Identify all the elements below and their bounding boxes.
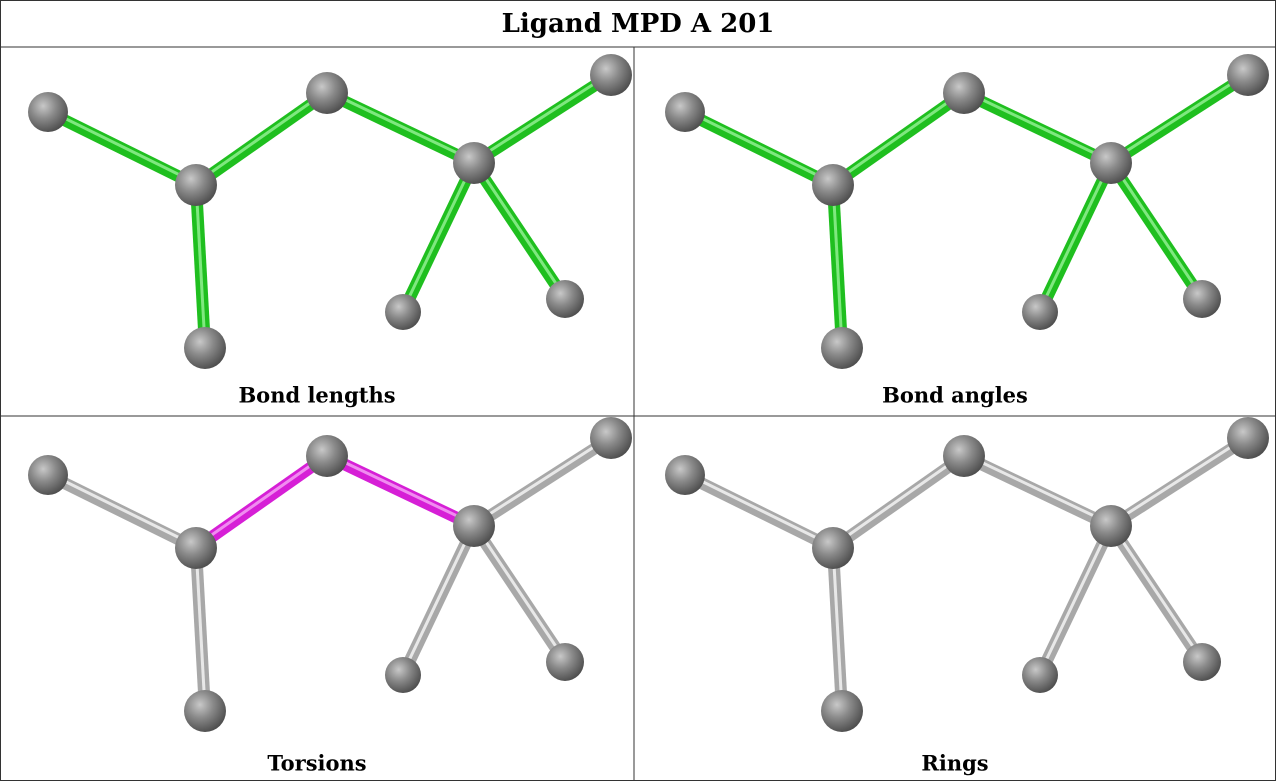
atom xyxy=(28,92,68,132)
atom xyxy=(943,72,985,114)
atom xyxy=(943,435,985,477)
atom xyxy=(1227,417,1269,459)
atom xyxy=(1022,294,1058,330)
atom xyxy=(385,294,421,330)
title: Ligand MPD A 201 xyxy=(502,9,775,39)
atom xyxy=(821,690,863,732)
atom xyxy=(821,327,863,369)
atom xyxy=(590,54,632,96)
caption: Bond angles xyxy=(882,383,1028,408)
atom xyxy=(812,527,854,569)
atom xyxy=(306,435,348,477)
atom xyxy=(1022,657,1058,693)
atom xyxy=(546,280,584,318)
atom xyxy=(175,527,217,569)
atom xyxy=(1183,643,1221,681)
atom xyxy=(1183,280,1221,318)
atom xyxy=(812,164,854,206)
caption: Bond lengths xyxy=(238,383,395,408)
atom xyxy=(665,92,705,132)
caption: Torsions xyxy=(267,751,366,776)
page: Ligand MPD A 201 Bond lengths Bond angles… xyxy=(0,0,1276,781)
figure: Ligand MPD A 201 Bond lengths Bond angles… xyxy=(0,0,1276,781)
atom xyxy=(184,327,226,369)
atom xyxy=(1090,505,1132,547)
atom xyxy=(385,657,421,693)
atom xyxy=(1227,54,1269,96)
atom xyxy=(546,643,584,681)
atom xyxy=(453,142,495,184)
atom xyxy=(590,417,632,459)
atom xyxy=(306,72,348,114)
atom xyxy=(665,455,705,495)
atom xyxy=(453,505,495,547)
atom xyxy=(1090,142,1132,184)
atom xyxy=(28,455,68,495)
atom xyxy=(184,690,226,732)
caption: Rings xyxy=(921,751,988,776)
atom xyxy=(175,164,217,206)
frame xyxy=(1,1,1276,781)
